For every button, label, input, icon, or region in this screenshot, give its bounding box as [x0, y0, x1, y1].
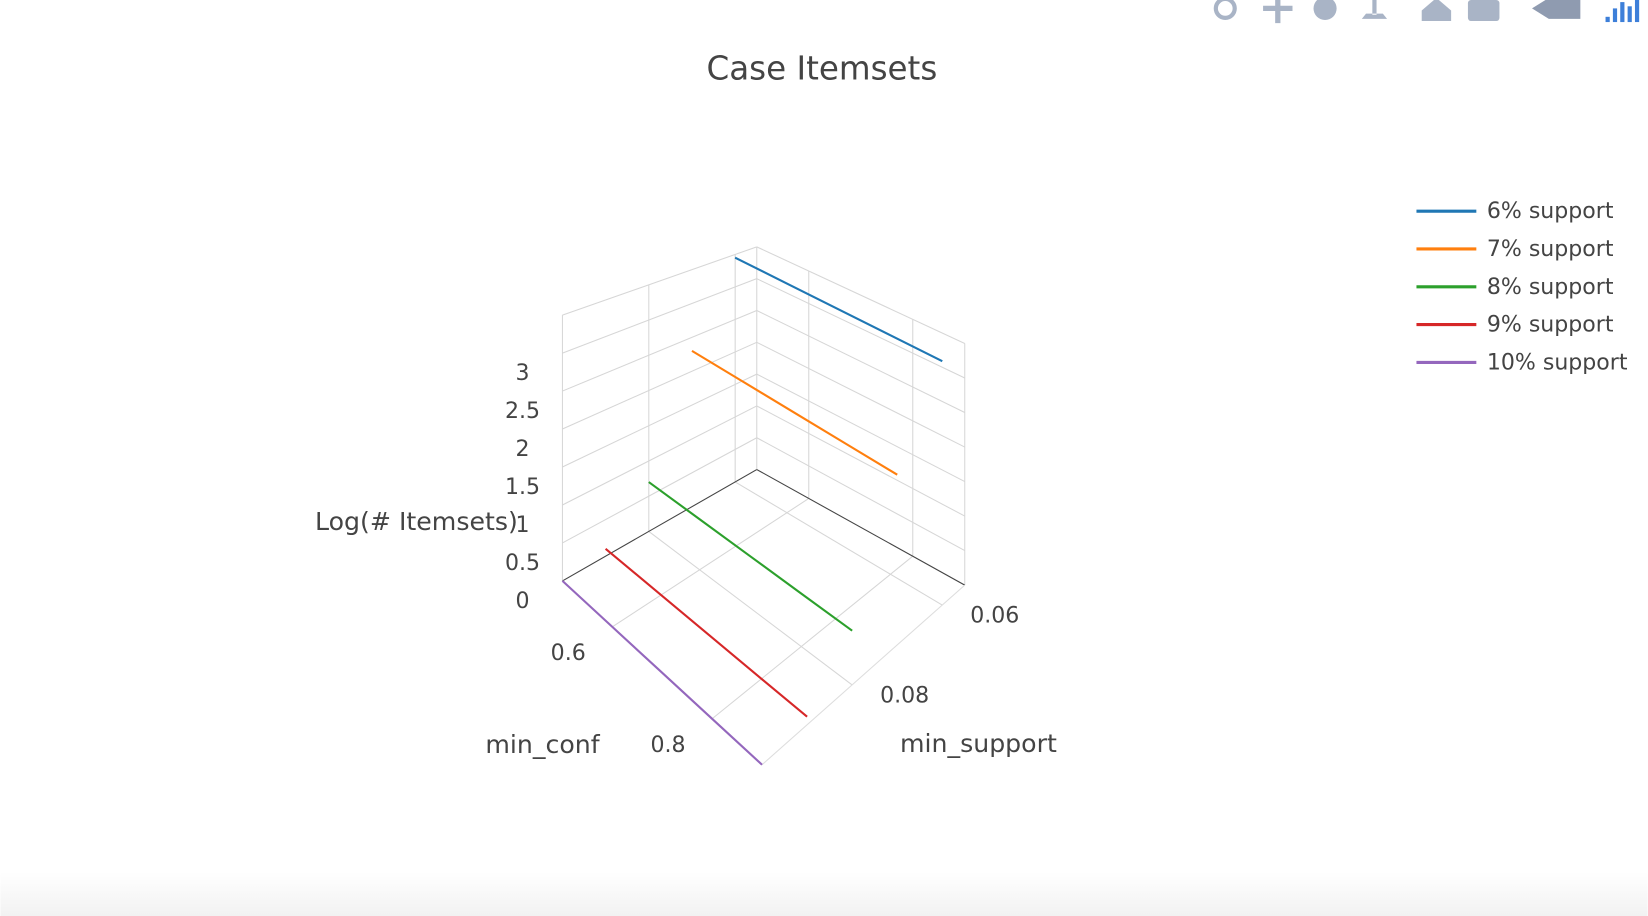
series-line: [648, 481, 853, 632]
z-tick-label: 1.5: [505, 475, 540, 500]
series-line: [604, 548, 808, 718]
camera-button[interactable]: [1467, 0, 1500, 22]
z-tick-label: 2.5: [505, 399, 540, 424]
wall-edge: [756, 246, 965, 344]
footer-shade: [0, 871, 1648, 916]
home-button[interactable]: [1421, 0, 1452, 22]
series-line: [561, 580, 763, 766]
z-tick-label: 1: [516, 513, 530, 538]
grid-line: [562, 341, 757, 430]
grid-line: [734, 481, 943, 606]
plotly-logo[interactable]: [1605, 0, 1640, 23]
grid-line: [612, 498, 810, 628]
x-tick-label: 0.8: [650, 733, 685, 758]
legend-label: 10% support: [1487, 350, 1628, 375]
legend-label: 6% support: [1487, 199, 1614, 224]
series-line: [734, 256, 943, 363]
series-line: [691, 349, 898, 476]
grid-line: [648, 530, 853, 686]
y-tick-label: 0.06: [970, 604, 1019, 629]
z-tick-label: 3: [516, 361, 530, 386]
grid-line: [756, 310, 965, 414]
grid-line: [711, 555, 914, 720]
wall-edge: [562, 246, 757, 316]
axis-line: [756, 469, 966, 586]
x-tick-label: 0.6: [551, 641, 586, 666]
modebar[interactable]: [1213, 0, 1640, 24]
grid-line: [562, 405, 758, 506]
z-tick-label: 2: [516, 437, 530, 462]
z-axis-title: Log(# Itemsets): [315, 507, 518, 536]
x-axis-title: min_conf: [485, 730, 600, 759]
grid-line: [756, 278, 965, 379]
axis-line: [761, 584, 966, 766]
legend-label: 9% support: [1487, 313, 1614, 338]
y-tick-label: 0.08: [880, 683, 929, 708]
grid-line: [562, 310, 757, 392]
axis-line: [562, 469, 758, 582]
grid-line: [756, 341, 965, 448]
turntable-button[interactable]: [1361, 0, 1388, 19]
hover-button[interactable]: [1532, 0, 1581, 19]
grid-line: [562, 373, 757, 468]
legend-label: 7% support: [1487, 237, 1614, 262]
grid-line: [756, 405, 966, 517]
grid-line: [756, 437, 966, 552]
orbit-button[interactable]: [1313, 0, 1337, 20]
zoom-button[interactable]: [1213, 0, 1237, 20]
chart-title: Case Itemsets: [707, 49, 938, 87]
legend-label: 8% support: [1487, 275, 1614, 300]
z-tick-label: 0.5: [505, 551, 540, 576]
grid-line: [562, 278, 757, 354]
z-tick-label: 0: [516, 589, 530, 614]
pan-button[interactable]: [1263, 0, 1293, 24]
y-axis-title: min_support: [900, 729, 1057, 758]
grid-line: [756, 373, 966, 483]
